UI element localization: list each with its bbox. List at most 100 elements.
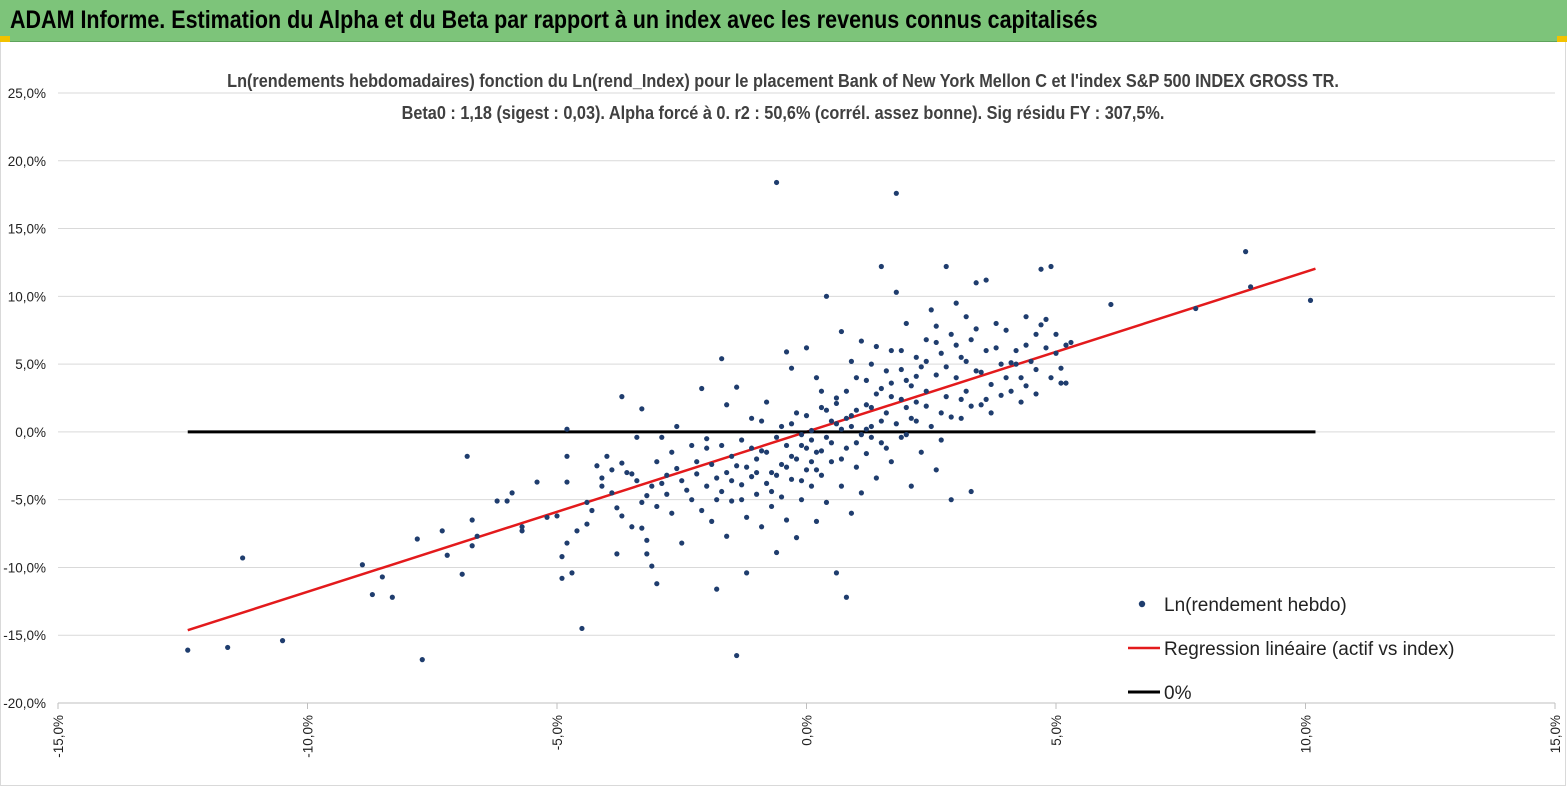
data-point — [843, 445, 850, 451]
data-point — [1033, 331, 1039, 337]
data-point — [584, 521, 590, 527]
data-point — [754, 456, 760, 462]
data-point — [788, 453, 795, 459]
report-header-banner: ADAM Informe. Estimation du Alpha et du … — [0, 0, 1567, 42]
data-point — [838, 456, 845, 462]
data-point — [564, 540, 570, 546]
data-point — [868, 361, 874, 367]
data-point — [783, 517, 790, 523]
data-point — [878, 418, 884, 424]
data-point — [888, 380, 894, 386]
data-point — [783, 349, 790, 355]
data-point — [853, 464, 860, 470]
data-point — [569, 570, 575, 576]
data-point — [654, 581, 660, 587]
data-point — [843, 415, 850, 421]
data-point — [823, 434, 830, 440]
data-point — [659, 434, 665, 440]
data-point — [609, 490, 615, 496]
data-point — [923, 388, 929, 394]
data-point — [379, 574, 385, 580]
data-point — [878, 385, 884, 392]
data-point — [773, 179, 780, 186]
data-point — [908, 483, 914, 489]
data-point — [988, 381, 994, 388]
data-point — [694, 471, 700, 477]
data-point — [793, 456, 800, 462]
data-point — [848, 413, 855, 419]
data-point — [763, 399, 770, 405]
data-point — [724, 533, 730, 539]
data-point — [853, 440, 860, 446]
data-point — [694, 459, 700, 465]
data-point — [679, 540, 685, 546]
data-point — [564, 426, 570, 432]
data-point — [993, 320, 999, 327]
data-point — [559, 554, 565, 560]
data-point — [1038, 322, 1044, 328]
x-tick-label: -5,0% — [550, 715, 565, 750]
data-point — [843, 388, 850, 394]
data-point — [709, 518, 715, 524]
data-point — [803, 345, 810, 351]
data-point — [599, 483, 605, 489]
data-point — [873, 343, 879, 350]
data-point — [1003, 327, 1009, 333]
data-point — [758, 448, 765, 454]
data-point — [509, 490, 515, 496]
data-point — [898, 396, 904, 402]
data-point — [768, 469, 775, 476]
data-point — [714, 497, 720, 503]
data-point — [225, 644, 231, 651]
chart-frame — [0, 42, 1566, 786]
data-point — [1023, 383, 1029, 389]
data-point — [729, 498, 735, 504]
data-point — [554, 513, 560, 519]
data-point — [649, 563, 655, 569]
data-point — [948, 331, 954, 337]
data-point — [913, 354, 919, 360]
data-point — [958, 415, 964, 421]
data-point — [654, 503, 660, 510]
data-point — [1068, 339, 1074, 346]
data-point — [818, 472, 825, 478]
data-point — [644, 537, 650, 543]
x-tick-label: 15,0% — [1548, 715, 1563, 753]
data-point — [798, 478, 805, 484]
data-point — [788, 421, 795, 427]
data-point — [609, 467, 615, 473]
data-point — [963, 388, 969, 394]
data-point — [908, 383, 914, 389]
data-point — [828, 418, 835, 424]
data-point — [998, 392, 1004, 398]
data-point — [1053, 331, 1059, 337]
data-point — [1243, 249, 1249, 255]
data-point — [813, 518, 820, 524]
data-point — [778, 461, 785, 468]
data-point — [878, 263, 884, 270]
data-point — [933, 467, 939, 473]
data-point — [963, 314, 969, 320]
data-point — [868, 423, 874, 430]
data-point — [1063, 380, 1069, 386]
data-point — [1023, 314, 1029, 320]
data-point — [714, 586, 720, 592]
data-point — [878, 440, 884, 446]
data-point — [604, 453, 610, 459]
data-point — [414, 536, 420, 542]
x-tick-label: 5,0% — [1049, 715, 1064, 746]
data-point — [1053, 350, 1059, 356]
data-point — [898, 434, 904, 440]
data-point — [818, 448, 825, 454]
data-point — [599, 475, 605, 481]
data-point — [1063, 342, 1069, 348]
legend-label-scatter: Ln(rendement hebdo) — [1164, 595, 1347, 616]
data-point — [888, 347, 894, 354]
data-point — [818, 404, 825, 411]
data-point — [758, 524, 765, 530]
data-point — [669, 510, 675, 516]
data-point — [938, 410, 944, 416]
data-point — [923, 403, 929, 409]
data-point — [1028, 358, 1034, 364]
data-point — [1048, 375, 1054, 381]
